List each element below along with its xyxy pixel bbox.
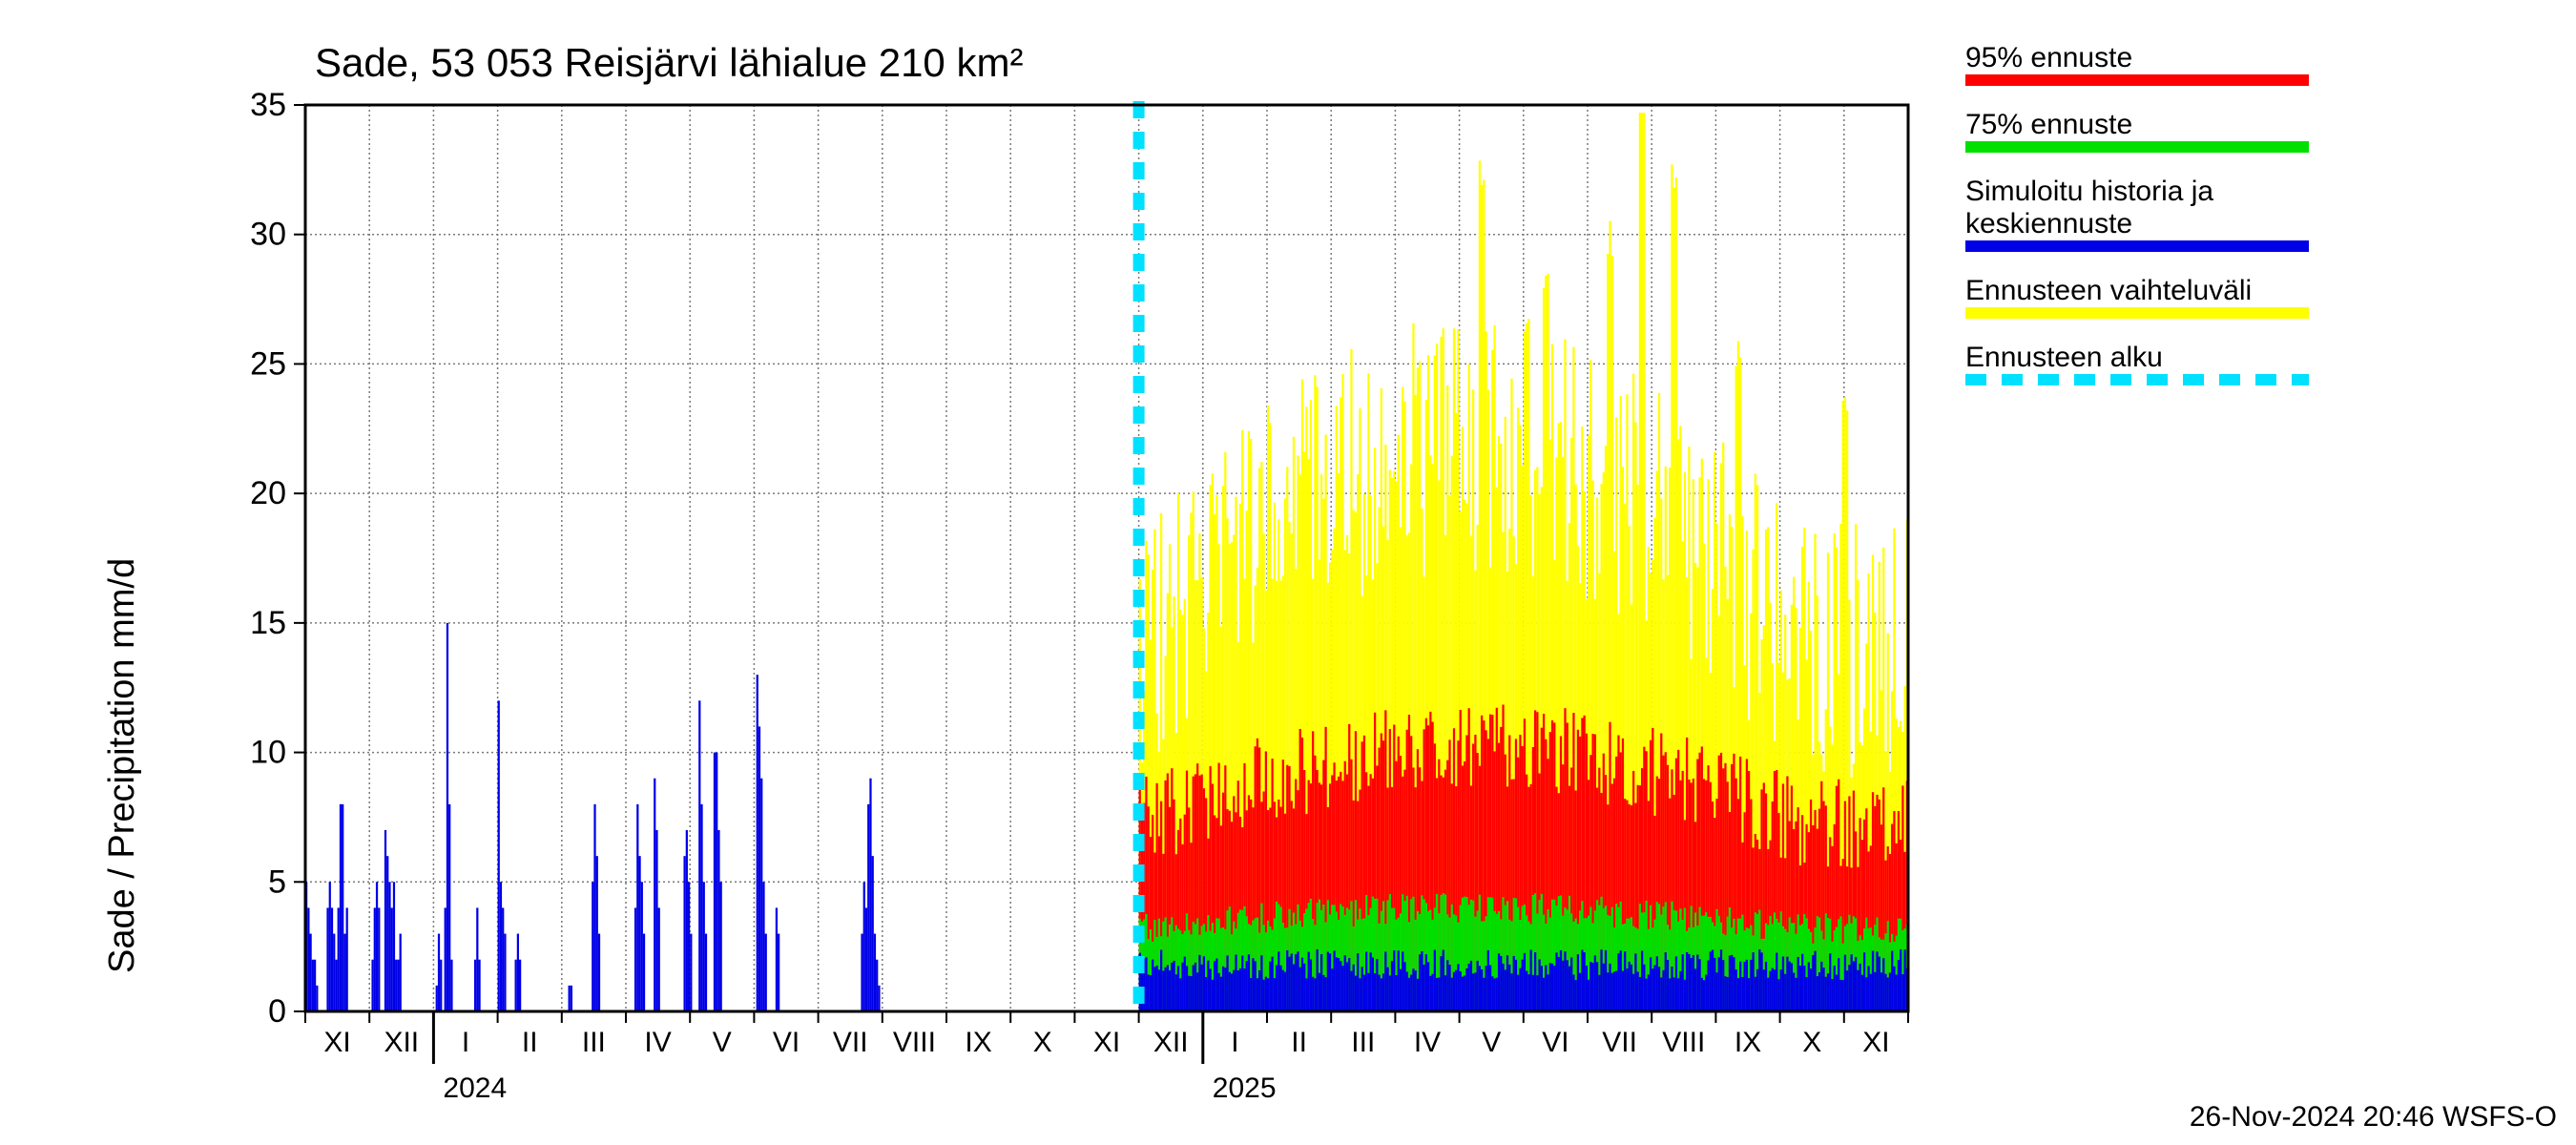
legend-label: Ennusteen alku [1965,342,2163,373]
month-label: IV [644,1027,671,1058]
month-label: VII [833,1027,868,1058]
legend-label: Ennusteen vaihteluväli [1965,275,2252,306]
month-label: XI [323,1027,350,1058]
month-label: V [713,1027,732,1058]
month-label: XII [384,1027,419,1058]
month-label: X [1033,1027,1052,1058]
y-axis-label: Sade / Precipitation mm/d [102,558,142,973]
month-label: VIII [893,1027,936,1058]
month-label: XII [1153,1027,1189,1058]
month-label: XI [1862,1027,1889,1058]
precipitation-chart: 05101520253035XIXIIIIIIIIIVVVIVIIVIIIIXX… [0,0,2576,1145]
month-label: III [582,1027,606,1058]
month-label: VI [1542,1027,1568,1058]
legend-label: Simuloitu historia ja [1965,176,2213,207]
month-label: I [462,1027,469,1058]
ytick-label: 35 [250,87,286,123]
legend-label: 75% ennuste [1965,109,2132,140]
ytick-label: 0 [268,993,286,1030]
legend-label: keskiennuste [1965,208,2132,239]
month-label: I [1231,1027,1238,1058]
month-label: IX [1735,1027,1761,1058]
chart-title: Sade, 53 053 Reisjärvi lähialue 210 km² [315,40,1023,85]
month-label: VIII [1662,1027,1705,1058]
ytick-label: 10 [250,735,286,771]
year-label: 2024 [443,1072,507,1104]
ytick-label: 25 [250,345,286,382]
month-label: IX [965,1027,991,1058]
ytick-label: 15 [250,605,286,641]
month-label: III [1351,1027,1375,1058]
month-label: II [1291,1027,1307,1058]
ytick-label: 5 [268,864,286,900]
month-label: IV [1414,1027,1441,1058]
month-label: VI [773,1027,800,1058]
ytick-label: 20 [250,475,286,511]
month-label: V [1482,1027,1501,1058]
chart-svg: 05101520253035XIXIIIIIIIIIVVVIVIIVIIIIXX… [0,0,2576,1145]
footer-timestamp: 26-Nov-2024 20:46 WSFS-O [2190,1101,2557,1133]
month-label: X [1802,1027,1821,1058]
legend-label: 95% ennuste [1965,42,2132,73]
month-label: II [522,1027,538,1058]
month-label: VII [1602,1027,1637,1058]
year-label: 2025 [1213,1072,1277,1104]
month-label: XI [1093,1027,1120,1058]
ytick-label: 30 [250,217,286,253]
